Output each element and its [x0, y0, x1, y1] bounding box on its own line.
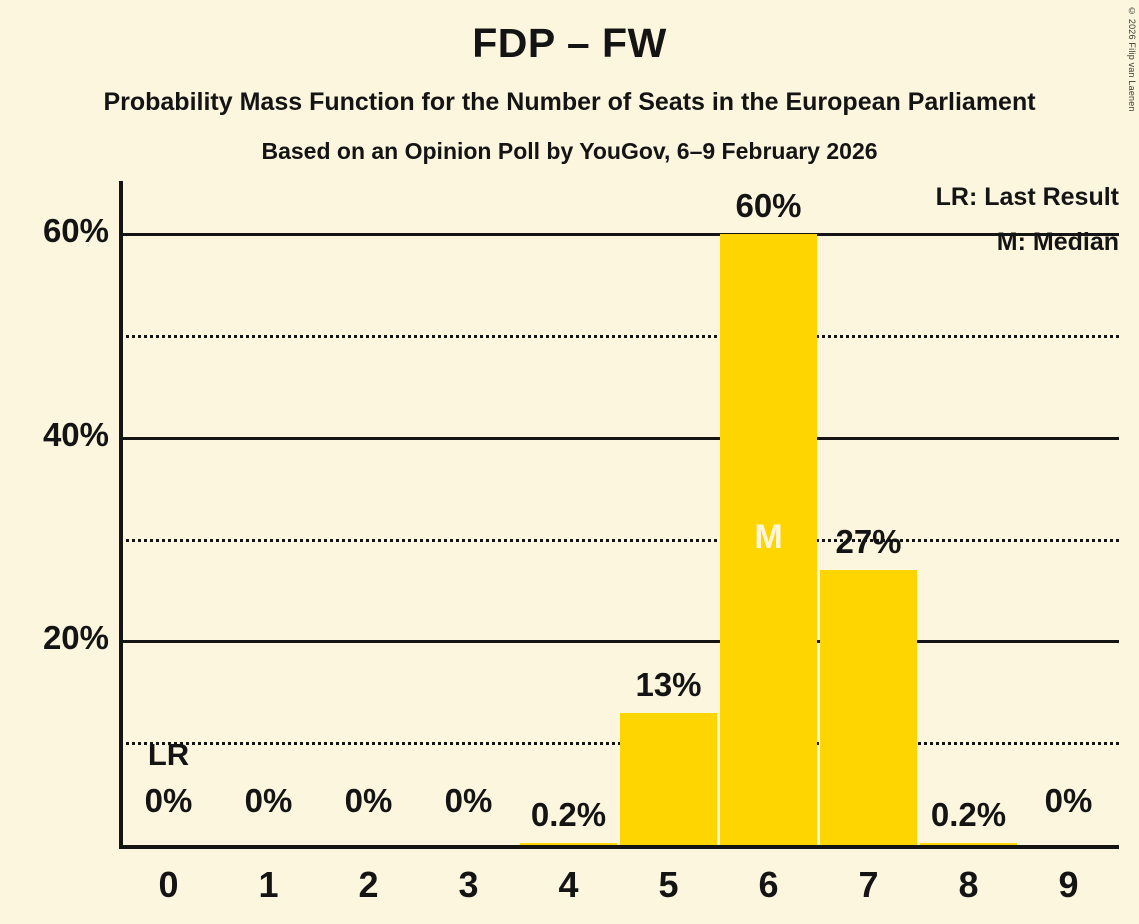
gridline-solid	[119, 640, 1119, 644]
median-marker: M	[754, 517, 783, 556]
bar-value-label: 13%	[635, 665, 702, 703]
plot-area: 20% 40% 60% 0% LR 0% 0% 0% 0.2% 13% 60% M 27% 0.2% 0%…	[43, 181, 1119, 905]
gridline-solid	[119, 436, 1119, 440]
x-axis-tick-label: 9	[1058, 864, 1079, 905]
chart-title: FDP – FW	[472, 20, 667, 66]
bar-value-label: 0%	[1044, 782, 1093, 819]
y-axis-tick-label: 20%	[42, 619, 109, 657]
x-axis-tick-label: 2	[358, 864, 379, 905]
bar-value-label: 0%	[144, 782, 193, 819]
bar-value-label: 0%	[444, 782, 493, 819]
bar	[820, 570, 917, 845]
x-axis-line	[119, 845, 1119, 849]
x-axis-tick-label: 3	[458, 864, 479, 905]
gridline-dotted	[119, 742, 1119, 746]
bar-value-label: 27%	[835, 523, 902, 561]
chart-subtitle-source: Based on an Opinion Poll by YouGov, 6–9 …	[261, 138, 878, 164]
bar-value-label: 0.2%	[930, 795, 1007, 833]
x-axis-tick-label: 0	[158, 864, 179, 905]
x-axis-tick-label: 5	[658, 864, 679, 905]
y-axis-line	[119, 181, 123, 849]
x-axis-tick-label: 6	[758, 864, 779, 905]
gridline-dotted	[119, 334, 1119, 338]
legend-median: M: Median	[996, 228, 1119, 256]
bar-value-label: 0%	[344, 782, 393, 819]
bar-value-label: 60%	[735, 187, 802, 224]
bar	[720, 234, 817, 845]
y-axis-tick-label: 60%	[42, 212, 109, 249]
last-result-marker: LR	[147, 737, 190, 772]
copyright-notice: © 2026 Filip van Laenen	[1127, 6, 1137, 112]
x-axis-tick-label: 4	[558, 864, 579, 905]
bar	[920, 842, 1017, 845]
gridline-solid	[119, 233, 1119, 236]
gridline-dotted	[119, 538, 1119, 542]
bar	[520, 842, 617, 845]
bar-value-label: 0.2%	[530, 795, 607, 833]
chart-subtitle-primary: Probability Mass Function for the Number…	[103, 88, 1036, 116]
bar	[620, 712, 717, 845]
x-axis-tick-label: 8	[958, 864, 979, 905]
x-axis-tick-label: 1	[258, 864, 279, 905]
bar-value-label: 0%	[244, 782, 293, 819]
legend-last-result: LR: Last Result	[935, 183, 1119, 211]
y-axis-tick-label: 40%	[42, 415, 109, 453]
x-axis-tick-label: 7	[858, 864, 879, 905]
